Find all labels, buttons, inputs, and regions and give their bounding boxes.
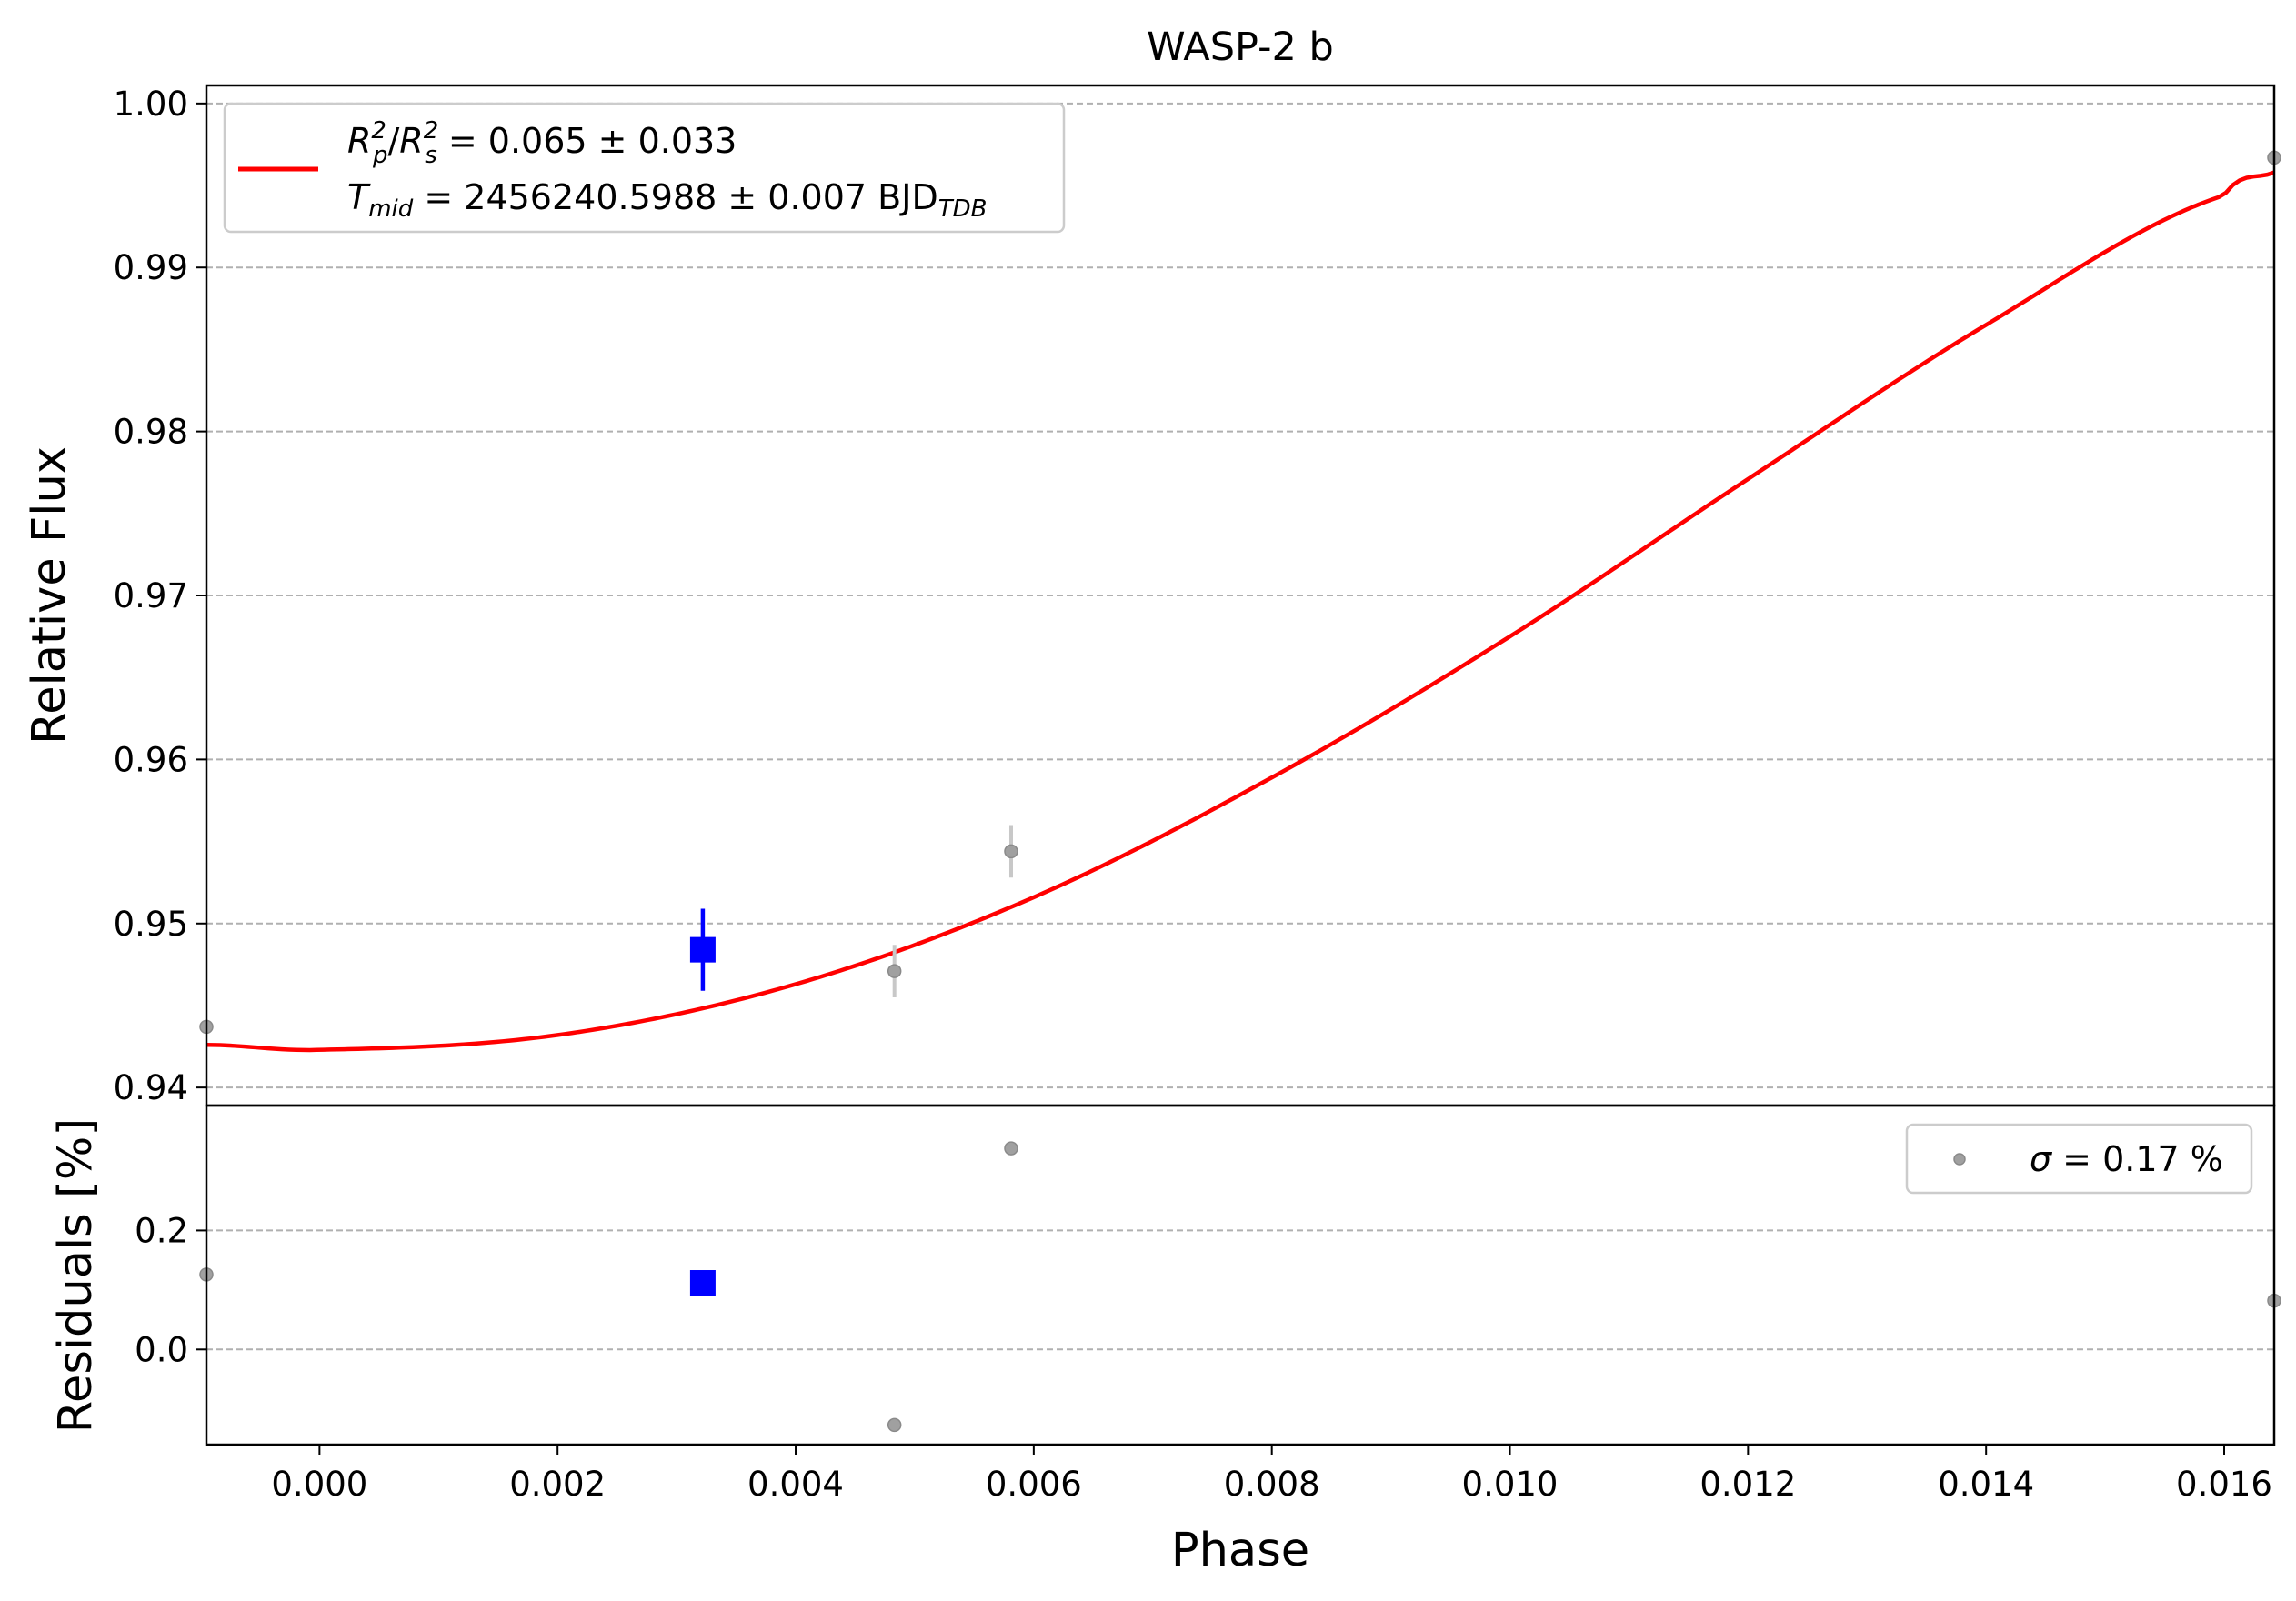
residuals-gridlines xyxy=(206,1229,2274,1351)
x-tick-label: 0.008 xyxy=(1224,1465,1320,1504)
main-y-tick-label: 1.00 xyxy=(114,85,188,124)
binned-point xyxy=(689,936,716,963)
residual-point xyxy=(887,1417,902,1433)
raw-point xyxy=(1004,844,1018,859)
residuals-y-axis: 0.0 0.2 xyxy=(135,1211,206,1369)
main-y-tick-label: 0.99 xyxy=(114,248,188,287)
x-tick-label: 0.002 xyxy=(509,1465,606,1504)
residuals-y-tick-label: 0.0 xyxy=(135,1330,188,1369)
residuals-legend: σ = 0.17 % xyxy=(1905,1123,2253,1195)
x-tick-label: 0.000 xyxy=(271,1465,367,1504)
legend-entry-mid-time: Tmid = 2456240.5988 ± 0.007 BJDTDB xyxy=(347,177,987,223)
legend-entry-sigma: σ = 0.17 % xyxy=(2030,1139,2223,1179)
x-tick-label: 0.016 xyxy=(2176,1465,2272,1504)
main-legend: R2 p/R2 s = 0.065 ± 0.033 Tmid = 2456240.5… xyxy=(223,102,1066,234)
legend-entry-radius-ratio: R2 p/R2 s = 0.065 ± 0.033 xyxy=(347,117,737,169)
main-y-axis: 0.94 0.95 0.96 0.97 0.98 0.99 1.00 xyxy=(114,85,206,1107)
legend-residual-marker xyxy=(1953,1153,1966,1166)
main-y-tick-label: 0.95 xyxy=(114,905,188,944)
main-y-tick-label: 0.97 xyxy=(114,576,188,615)
residuals-data-points xyxy=(199,1141,2281,1433)
main-y-axis-label: Relative Flux xyxy=(23,446,76,745)
residuals-y-tick-label: 0.2 xyxy=(135,1211,188,1250)
binned-residual-point xyxy=(689,1270,716,1296)
x-tick-label: 0.014 xyxy=(1938,1465,2034,1504)
x-tick-label: 0.004 xyxy=(747,1465,844,1504)
transit-model-curve xyxy=(206,170,2275,1053)
residual-point xyxy=(1004,1141,1018,1156)
x-tick-label: 0.012 xyxy=(1699,1465,1796,1504)
x-axis: 0.000 0.002 0.004 0.006 0.008 0.010 0.012 0.014… xyxy=(271,1445,2272,1504)
x-tick-label: 0.006 xyxy=(986,1465,1082,1504)
raw-point xyxy=(887,964,902,978)
x-tick-label: 0.010 xyxy=(1462,1465,1559,1504)
residuals-y-axis-label: Residuals [%] xyxy=(49,1118,103,1433)
main-y-tick-label: 0.96 xyxy=(114,740,188,779)
main-y-tick-label: 0.98 xyxy=(114,413,188,452)
model-line xyxy=(206,170,2275,1053)
main-y-tick-label: 0.94 xyxy=(114,1068,188,1107)
x-axis-label: Phase xyxy=(1171,1524,1309,1577)
chart-title: WASP-2 b xyxy=(1147,25,1334,70)
residuals-plot-frame xyxy=(205,1104,2276,1446)
